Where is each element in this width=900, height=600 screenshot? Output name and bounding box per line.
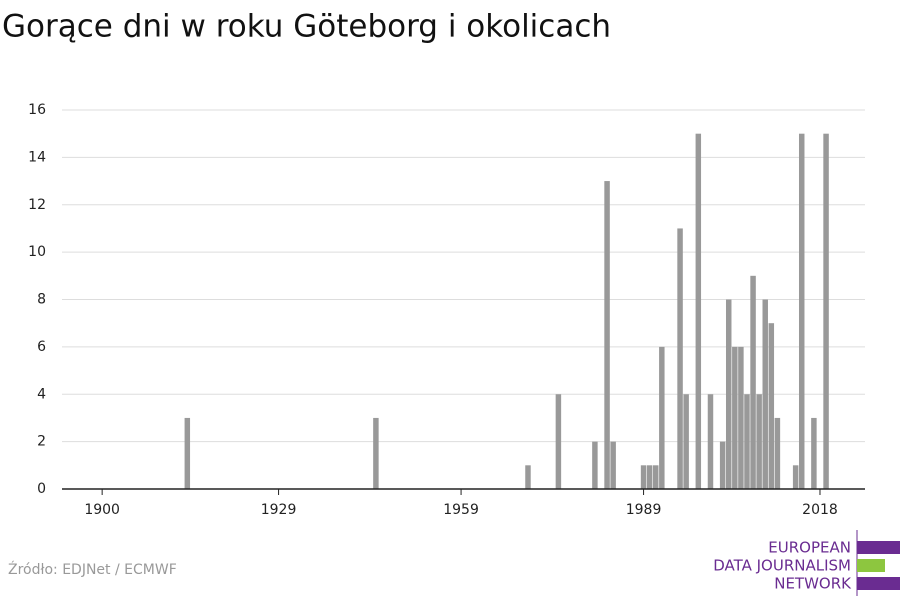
bar bbox=[695, 133, 702, 489]
bar bbox=[707, 394, 714, 489]
bar bbox=[738, 346, 744, 489]
bar bbox=[592, 441, 598, 489]
bar bbox=[525, 465, 531, 489]
x-tick-label: 1989 bbox=[626, 502, 662, 518]
logo-text: DATA JOURNALISM bbox=[713, 557, 851, 575]
bar bbox=[732, 346, 738, 489]
logo-bar bbox=[857, 541, 900, 554]
y-tick-label: 8 bbox=[37, 292, 46, 308]
bar bbox=[798, 133, 805, 489]
bar bbox=[792, 465, 799, 489]
y-tick-label: 0 bbox=[37, 481, 46, 497]
y-tick-label: 6 bbox=[37, 339, 46, 355]
y-tick-label: 16 bbox=[28, 102, 46, 118]
logo-bar bbox=[857, 559, 885, 572]
x-tick-label: 1959 bbox=[443, 502, 479, 518]
bar bbox=[683, 394, 689, 489]
y-tick-label: 10 bbox=[28, 244, 46, 260]
x-tick-label: 1929 bbox=[261, 502, 297, 518]
chart-title: Gorące dni w roku Göteborg i okolicach bbox=[2, 9, 611, 45]
bar bbox=[756, 394, 762, 489]
bar bbox=[823, 133, 829, 489]
bar bbox=[750, 275, 756, 489]
bar bbox=[719, 441, 726, 489]
bar bbox=[725, 299, 732, 489]
logo-bar bbox=[857, 577, 900, 590]
bar bbox=[610, 441, 616, 489]
bar bbox=[774, 417, 781, 489]
bar bbox=[373, 417, 379, 489]
x-tick-label: 2018 bbox=[802, 502, 838, 518]
bar bbox=[640, 465, 647, 489]
bar bbox=[744, 394, 750, 489]
x-tick-label: 1900 bbox=[84, 502, 120, 518]
bar bbox=[811, 417, 817, 489]
y-tick-label: 12 bbox=[28, 197, 46, 213]
bar bbox=[604, 181, 610, 489]
bar bbox=[762, 299, 768, 489]
y-tick-label: 4 bbox=[37, 386, 46, 402]
bar bbox=[659, 346, 665, 489]
bar bbox=[677, 228, 683, 489]
bar bbox=[646, 465, 653, 489]
bar bbox=[184, 417, 191, 489]
logo-text: EUROPEAN bbox=[768, 539, 851, 557]
y-tick-label: 14 bbox=[28, 149, 46, 165]
logo-text: NETWORK bbox=[774, 575, 852, 593]
bar bbox=[555, 394, 562, 489]
bar bbox=[768, 323, 775, 489]
bar bbox=[652, 465, 659, 489]
source: Źródło: EDJNet / ECMWF bbox=[8, 560, 177, 578]
y-tick-label: 2 bbox=[37, 434, 46, 450]
